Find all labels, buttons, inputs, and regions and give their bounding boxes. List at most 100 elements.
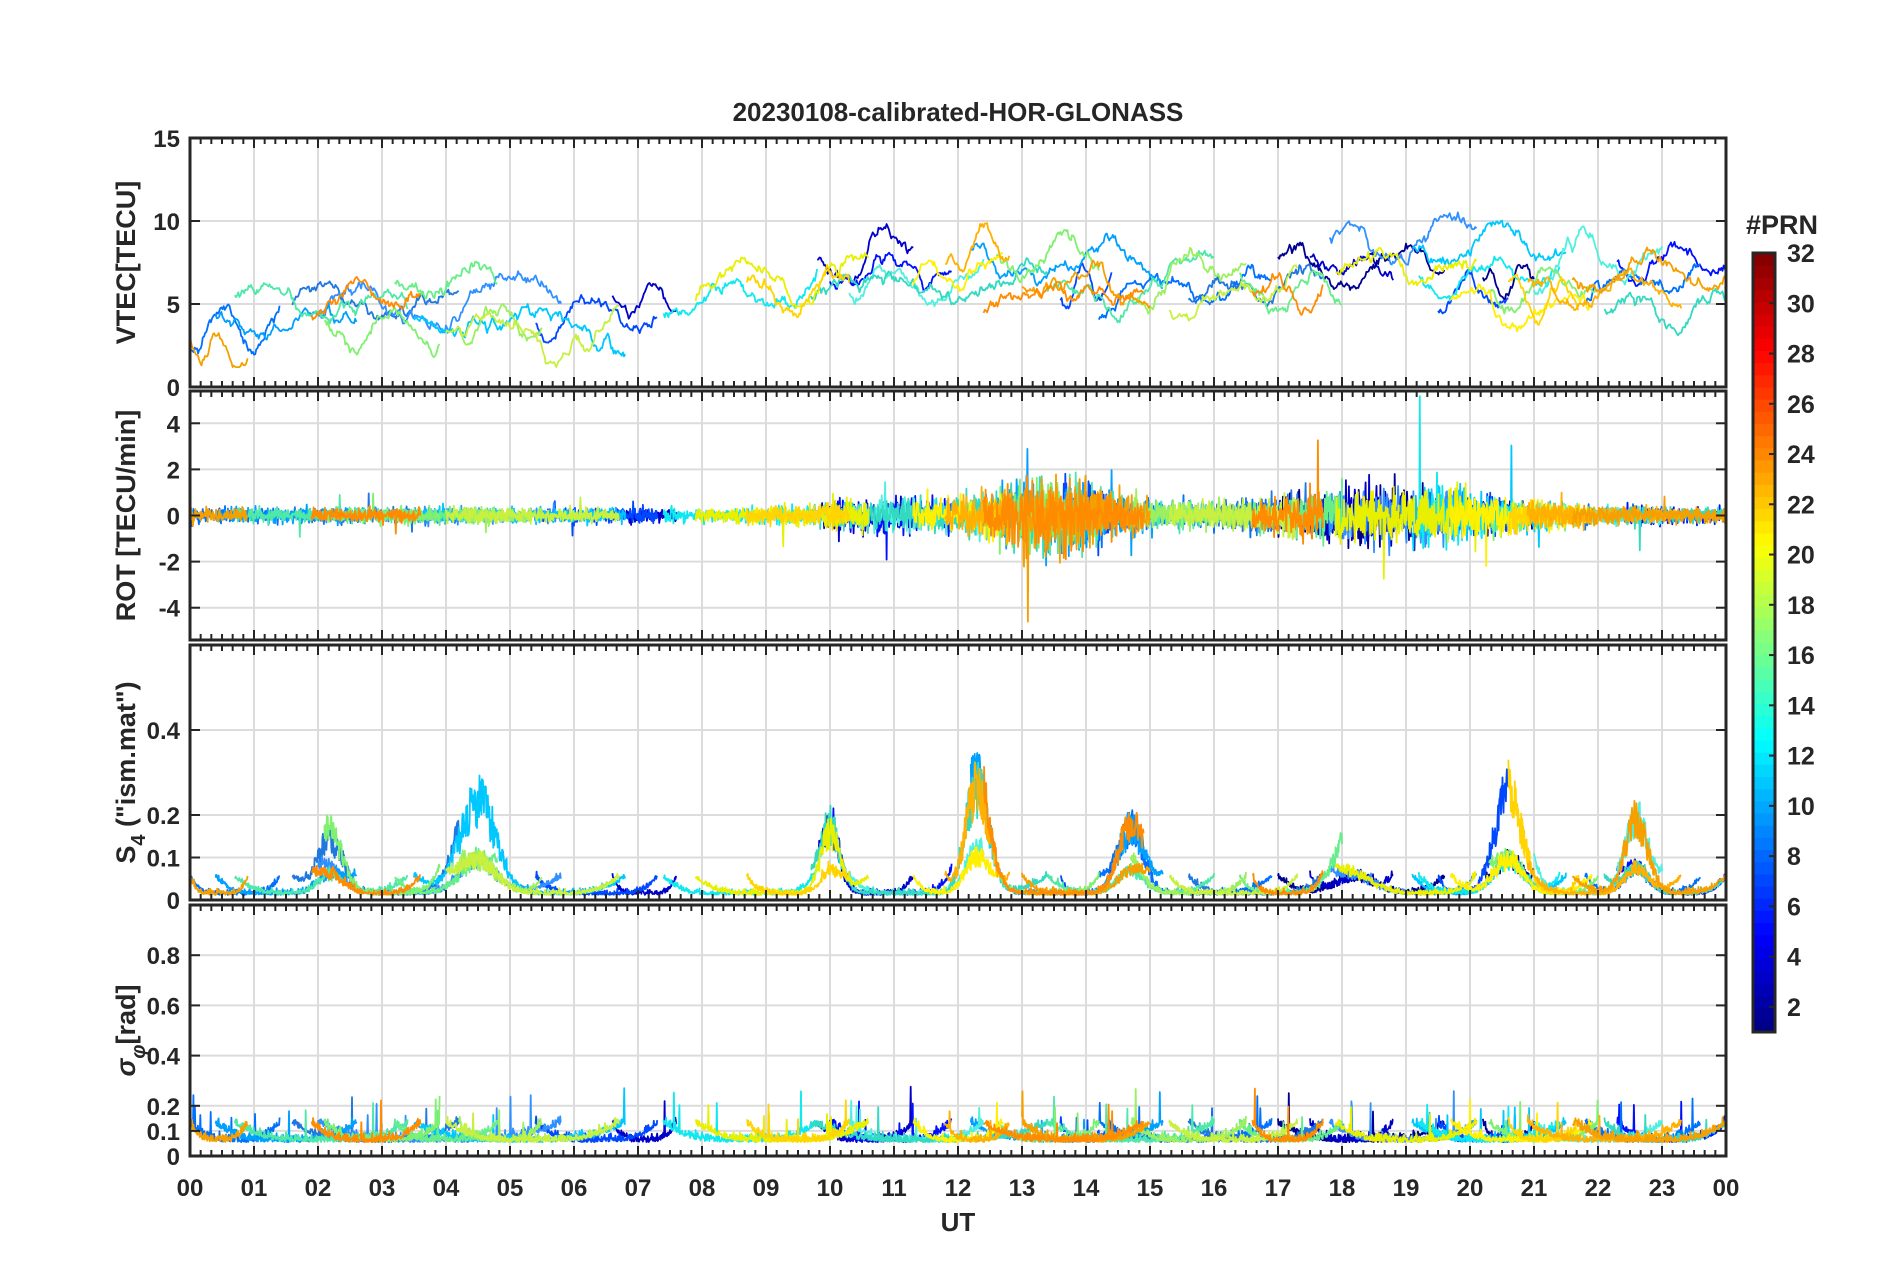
y-label-rest: [rad] — [111, 985, 141, 1045]
series-prn-23 — [310, 1099, 422, 1144]
series-prn-14 — [393, 1109, 499, 1143]
series-prn-17 — [1168, 264, 1299, 322]
colorbar-swatch — [1753, 776, 1775, 790]
y-tick-label: 0.1 — [147, 846, 180, 873]
colorbar-swatch — [1753, 496, 1775, 510]
series-prn-21 — [944, 485, 1011, 546]
panel-vtec-grid — [190, 138, 1726, 387]
series-prn-22 — [1021, 259, 1151, 309]
series-prn-4 — [534, 870, 658, 896]
series-prn-4 — [534, 1115, 659, 1143]
x-tick-label: 17 — [1265, 1175, 1292, 1202]
colorbar-swatch — [1753, 861, 1775, 875]
y-tick-label: 2 — [167, 457, 180, 484]
y-tick-label: 0.2 — [147, 803, 180, 830]
colorbar-tick-label: 6 — [1787, 893, 1801, 921]
colorbar-swatch — [1753, 752, 1775, 765]
colorbar-swatch — [1753, 910, 1775, 924]
x-tick-label: 12 — [945, 1175, 972, 1202]
panel-s4-grid — [190, 645, 1726, 900]
colorbar-swatch — [1753, 703, 1775, 717]
series-prn-10 — [1418, 255, 1561, 302]
colorbar-swatch — [1753, 386, 1775, 400]
series-prn-10 — [662, 268, 819, 319]
x-tick-label: 19 — [1393, 1175, 1420, 1202]
x-tick-label: 23 — [1649, 1175, 1676, 1202]
colorbar-tick-label: 4 — [1787, 944, 1801, 972]
panel-sigma_phi: 00.10.2 0.4 0.6 0.8 σφ[rad] — [111, 903, 1728, 1171]
colorbar-swatch — [1753, 301, 1775, 315]
series-prn-20 — [745, 264, 851, 319]
colorbar-swatch — [1753, 849, 1775, 863]
y-tick-label: 15 — [153, 126, 180, 153]
x-tick-label: 00 — [177, 1175, 204, 1202]
y-tick-label: 0.4 — [147, 718, 181, 745]
colorbar-tick-label: 20 — [1787, 542, 1815, 570]
series-prn-23 — [310, 864, 422, 896]
y-tick-label: 0 — [167, 504, 180, 531]
colorbar-swatch — [1753, 800, 1775, 814]
y-tick-label: 0.1 — [147, 1119, 180, 1146]
colorbar-label: #PRN — [1746, 210, 1818, 240]
colorbar-swatch — [1753, 374, 1775, 388]
x-tick-label: 00 — [1713, 1175, 1740, 1202]
colorbar-tick-label: 24 — [1787, 441, 1815, 469]
colorbar-swatch — [1753, 447, 1775, 461]
x-tick-label: 03 — [369, 1175, 396, 1202]
y-axis-label-s4: S4 ("ism.mat") — [111, 681, 150, 863]
series-prn-23 — [982, 281, 1145, 314]
x-tick-label: 10 — [817, 1175, 844, 1202]
series-prn-2 — [611, 873, 678, 896]
colorbar-tick-label: 12 — [1787, 743, 1815, 771]
colorbar-swatch — [1753, 946, 1775, 960]
y-tick-label: 0.2 — [147, 1094, 180, 1121]
colorbar-swatch — [1753, 472, 1775, 485]
panel-sigma_phi-frame — [188, 903, 1728, 1158]
colorbar-swatch — [1753, 666, 1775, 680]
series-prn-15 — [323, 306, 441, 359]
colorbar-swatch — [1753, 727, 1775, 741]
colorbar-swatch — [1753, 545, 1775, 558]
colorbar-swatch — [1753, 399, 1775, 412]
series-prn-23 — [1251, 272, 1324, 316]
y-label-sub: φ — [128, 1045, 150, 1059]
colorbar-swatch — [1753, 618, 1775, 631]
x-tick-label: 04 — [433, 1175, 460, 1202]
series-prn-14 — [394, 260, 498, 300]
series-prn-22 — [190, 332, 249, 368]
colorbar-swatch — [1753, 520, 1775, 534]
colorbar-swatch — [1753, 691, 1775, 704]
y-label-sub: 4 — [128, 834, 150, 846]
x-tick-label: 22 — [1585, 1175, 1612, 1202]
colorbar-swatch — [1753, 435, 1775, 449]
colorbar-tick-label: 14 — [1787, 692, 1815, 720]
colorbar-swatch — [1753, 898, 1775, 911]
colorbar-swatch — [1753, 581, 1775, 595]
colorbar-tick-label: 10 — [1787, 793, 1815, 821]
colorbar-swatch — [1753, 532, 1775, 546]
series-prn-22 — [190, 505, 249, 527]
colorbar-swatch — [1753, 313, 1775, 327]
x-tick-label: 01 — [241, 1175, 268, 1202]
series-prn-15 — [995, 229, 1100, 284]
panel-rot-frame — [188, 389, 1728, 642]
y-tick-label: 10 — [153, 209, 180, 236]
series-prn-6 — [1187, 263, 1324, 308]
series-prn-20 — [1507, 273, 1580, 326]
series-prn-22 — [1571, 495, 1726, 527]
colorbar-swatch — [1753, 837, 1775, 851]
x-axis: 00 01 02 03 04 05 06 07 08 09 10 11 12 13 14 15 16 17 18 19… — [177, 1175, 1740, 1202]
series-prn-3 — [1616, 241, 1726, 287]
y-label-main: S — [111, 846, 141, 864]
series-prn-23 — [983, 1103, 1145, 1144]
panel-rot-series — [190, 395, 1726, 623]
series-prn-1 — [1277, 241, 1446, 291]
series-prn-11 — [1533, 225, 1663, 296]
x-tick-label: 15 — [1137, 1175, 1164, 1202]
series-prn-22 — [1571, 1116, 1726, 1143]
series-prn-1 — [1481, 263, 1535, 301]
panel-vtec: 0 5 10 15 VTEC[TECU] — [111, 126, 1728, 402]
x-tick-label: 08 — [689, 1175, 716, 1202]
